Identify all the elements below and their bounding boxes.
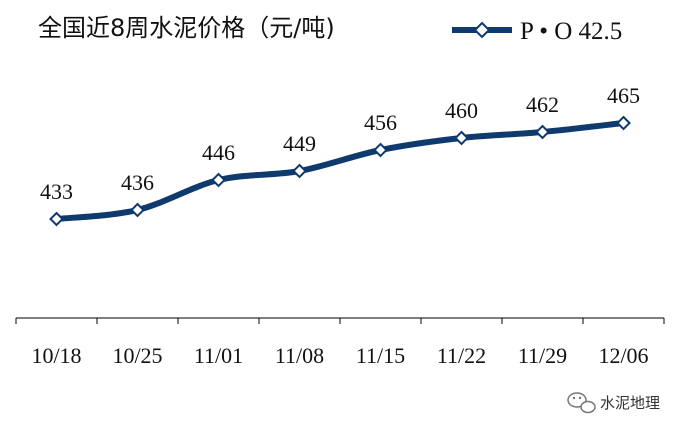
data-point-marker <box>535 124 550 140</box>
x-axis <box>15 317 665 324</box>
x-tick-label: 11/29 <box>518 343 567 368</box>
x-tick-label: 11/08 <box>275 343 324 368</box>
watermark: 水泥地理 <box>567 392 660 414</box>
data-point-marker <box>454 130 469 146</box>
watermark-text: 水泥地理 <box>600 394 660 412</box>
x-axis-ticks <box>15 318 665 324</box>
data-label: 460 <box>445 98 478 123</box>
legend-label: P • O 42.5 <box>520 18 622 45</box>
data-label: 436 <box>121 170 154 195</box>
data-label: 449 <box>283 131 316 156</box>
data-label: 456 <box>364 110 397 135</box>
x-tick-label: 10/18 <box>31 343 81 368</box>
data-point-marker <box>292 163 307 179</box>
data-label: 465 <box>607 83 640 108</box>
data-point-marker <box>616 115 631 131</box>
x-tick-label: 10/25 <box>112 343 162 368</box>
x-tick-label: 12/06 <box>598 343 648 368</box>
data-label: 462 <box>526 92 559 117</box>
data-point-marker <box>130 202 145 218</box>
x-tick-labels: 10/18 10/25 11/01 11/08 11/15 11/22 11/29 12/06 <box>31 343 648 368</box>
legend: P • O 42.5 <box>452 18 622 45</box>
legend-marker <box>473 21 491 39</box>
series-line-po42-5 <box>53 120 627 222</box>
x-tick-label: 11/15 <box>356 343 405 368</box>
data-point-marker <box>373 142 388 158</box>
data-label: 446 <box>202 140 235 165</box>
data-point-marker <box>211 172 226 188</box>
series-markers <box>49 115 631 227</box>
data-label: 433 <box>40 179 73 204</box>
x-tick-label: 11/01 <box>194 343 243 368</box>
chart-title: 全国近8周水泥价格（元/吨) <box>38 14 335 42</box>
data-labels: 433 436 446 449 456 460 462 465 <box>40 83 640 204</box>
x-tick-label: 11/22 <box>437 343 486 368</box>
data-point-marker <box>49 211 64 227</box>
wechat-icon <box>567 392 596 414</box>
